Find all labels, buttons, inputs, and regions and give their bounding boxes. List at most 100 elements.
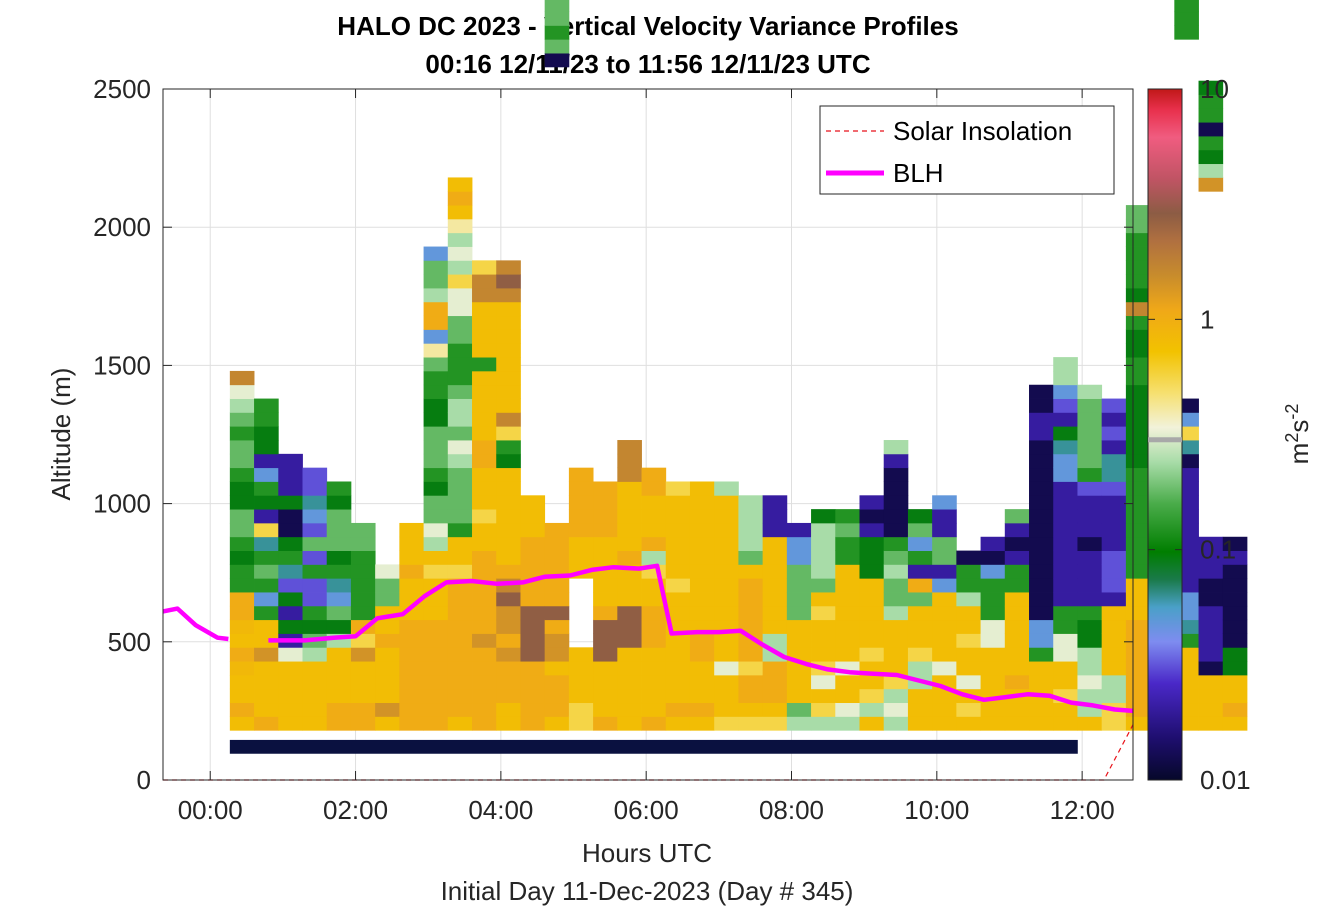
heatmap-cell [1053, 412, 1078, 427]
heatmap-cell [447, 177, 473, 192]
heatmap-cell [1198, 674, 1224, 690]
heatmap-cell [1198, 536, 1224, 551]
heatmap-cell [229, 661, 255, 676]
heatmap-cell [1029, 647, 1054, 662]
heatmap-cell [714, 647, 739, 662]
heatmap-cell [1125, 218, 1151, 234]
x-axis-sublabel: Initial Day 11-Dec-2023 (Day # 345) [441, 876, 854, 906]
heatmap-cell [447, 550, 473, 565]
heatmap-cell [883, 716, 909, 731]
heatmap-cell [762, 605, 788, 621]
heatmap-cell [641, 619, 667, 634]
heatmap-cell [399, 702, 424, 717]
heatmap-cell [229, 550, 255, 565]
heatmap-cell [689, 522, 715, 538]
heatmap-cell [907, 702, 933, 717]
heatmap-cell [641, 647, 667, 662]
heatmap-cell [762, 702, 788, 717]
heatmap-cell [1198, 661, 1224, 676]
heatmap-cell [229, 578, 255, 593]
heatmap-cell [786, 522, 812, 538]
heatmap-cell [689, 536, 715, 551]
heatmap-cell [1198, 80, 1224, 95]
colorbar-tick-label: 0.01 [1200, 765, 1251, 795]
heatmap-cell [1198, 122, 1224, 137]
heatmap-cell [278, 509, 303, 524]
heatmap-cell [1198, 94, 1224, 109]
heatmap-cell [254, 578, 279, 593]
heatmap-cell [350, 564, 376, 579]
heatmap-cell [907, 578, 933, 593]
heatmap-cell [1077, 398, 1103, 413]
heatmap-cell [1053, 578, 1078, 593]
heatmap-cell [932, 647, 957, 662]
heatmap-cell [399, 522, 424, 538]
heatmap-cell [544, 674, 570, 690]
heatmap-cell [326, 619, 352, 634]
heatmap-cell [496, 398, 521, 413]
heatmap-cell [859, 550, 885, 565]
heatmap-cell [1125, 260, 1151, 275]
heatmap-cell [1004, 633, 1030, 648]
heatmap-cell [617, 550, 642, 565]
heatmap-cell [811, 522, 836, 538]
heatmap-cell [932, 688, 957, 704]
heatmap-cell [786, 674, 812, 690]
heatmap-cell [447, 633, 473, 648]
heatmap-cell [254, 619, 279, 634]
heatmap-cell [447, 357, 473, 372]
heatmap-cell [714, 509, 739, 524]
heatmap-cell [932, 495, 957, 510]
heatmap-cell [738, 619, 764, 634]
heatmap-cell [1004, 578, 1030, 593]
heatmap-cell [1125, 592, 1151, 607]
heatmap-cell [544, 536, 570, 551]
heatmap-cell [641, 716, 667, 731]
heatmap-cell [472, 661, 497, 676]
heatmap-cell [254, 398, 279, 413]
heatmap-cell [593, 550, 618, 565]
heatmap-cell [665, 674, 691, 690]
heatmap-cell [980, 564, 1006, 579]
heatmap-cell [1053, 522, 1078, 538]
heatmap-cell [593, 592, 618, 607]
heatmap-cell [302, 674, 328, 690]
heatmap-cell [229, 619, 255, 634]
heatmap-cell [375, 592, 400, 607]
heatmap-cell [496, 301, 521, 317]
heatmap-cell [447, 647, 473, 662]
heatmap-cell [641, 688, 667, 704]
heatmap-cell [229, 453, 255, 469]
heatmap-cell [1029, 702, 1054, 717]
heatmap-cell [302, 495, 328, 510]
heatmap-cell [762, 550, 788, 565]
heatmap-cell [520, 633, 546, 648]
heatmap-cell [496, 329, 521, 344]
heatmap-cell [278, 688, 303, 704]
heatmap-cell [302, 661, 328, 676]
heatmap-cell [472, 674, 497, 690]
heatmap-cell [496, 716, 521, 731]
heatmap-cell [1077, 440, 1103, 455]
heatmap-cell [447, 702, 473, 717]
heatmap-cell [229, 384, 255, 399]
heatmap-cell [907, 716, 933, 731]
heatmap-cell [738, 633, 764, 648]
heatmap-cell [520, 564, 546, 579]
heatmap-cell [1174, 11, 1199, 26]
heatmap-cell [326, 578, 352, 593]
heatmap-cell [544, 605, 570, 621]
heatmap-cell [423, 301, 449, 317]
heatmap-cell [423, 716, 449, 731]
heatmap-cell [907, 605, 933, 621]
heatmap-cell [1053, 467, 1078, 482]
heatmap-cell [980, 605, 1006, 621]
heatmap-cell [1029, 564, 1054, 579]
heatmap-cell [254, 605, 279, 621]
heatmap-cell [1125, 688, 1151, 704]
heatmap-cell [496, 536, 521, 551]
heatmap-cell [496, 440, 521, 455]
heatmap-cell [1029, 440, 1054, 455]
heatmap-cell [447, 509, 473, 524]
